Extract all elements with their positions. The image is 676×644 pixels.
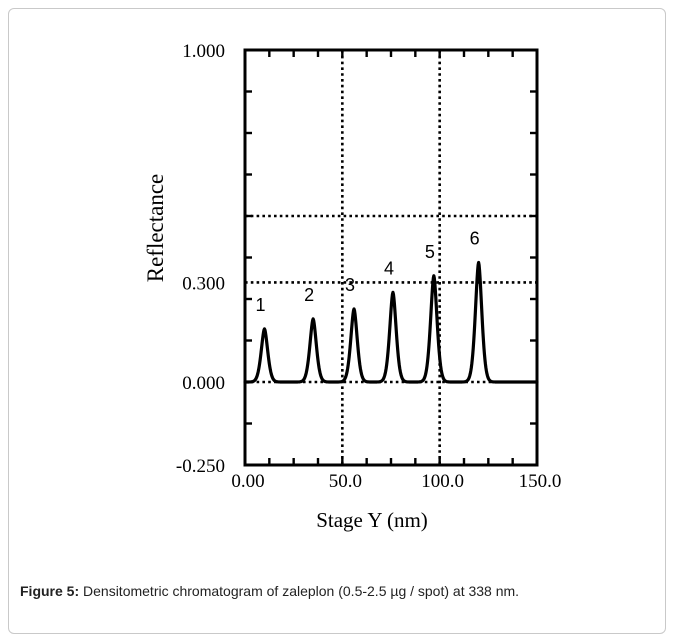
x-tick-labels: 0.00 50.0 100.0 150.0: [231, 471, 561, 492]
reflectance-trace: [243, 260, 539, 384]
chromatogram-chart: 1 2 3 4 5 6 1.000 0.300 0.000 -0.250 0.00 50.0 100…: [143, 41, 561, 532]
x-tick-label-3: 150.0: [519, 471, 562, 492]
y-tick-label-1: 0.300: [182, 273, 225, 294]
peak-labels: 1 2 3 4 5 6: [255, 228, 479, 314]
peak-label-4: 4: [384, 258, 394, 278]
y-tick-label-0: 1.000: [182, 41, 225, 62]
figure-caption: Figure 5: Densitometric chromatogram of …: [20, 583, 660, 600]
peak-label-2: 2: [304, 285, 314, 305]
x-tick-label-2: 100.0: [421, 471, 464, 492]
y-tick-label-3: -0.250: [176, 456, 225, 477]
peak-label-6: 6: [470, 228, 480, 248]
plot-frame: [243, 48, 539, 467]
peak-label-1: 1: [255, 295, 265, 315]
y-tick-label-2: 0.000: [182, 373, 225, 394]
x-axis-label: Stage Y (nm): [316, 508, 428, 532]
y-tick-labels: 1.000 0.300 0.000 -0.250: [176, 41, 225, 477]
x-tick-label-1: 50.0: [329, 471, 362, 492]
figure-frame: [8, 8, 666, 634]
peak-label-3: 3: [345, 275, 355, 295]
caption-text: Densitometric chromatogram of zaleplon (…: [79, 583, 520, 599]
x-tick-label-0: 0.00: [231, 471, 264, 492]
peak-label-5: 5: [425, 242, 435, 262]
caption-label: Figure 5:: [20, 583, 80, 599]
y-axis-label: Reflectance: [143, 174, 168, 283]
